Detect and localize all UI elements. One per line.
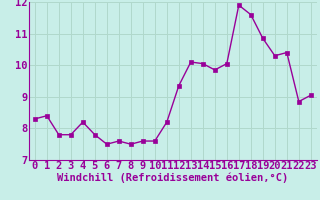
X-axis label: Windchill (Refroidissement éolien,°C): Windchill (Refroidissement éolien,°C) (57, 173, 288, 183)
